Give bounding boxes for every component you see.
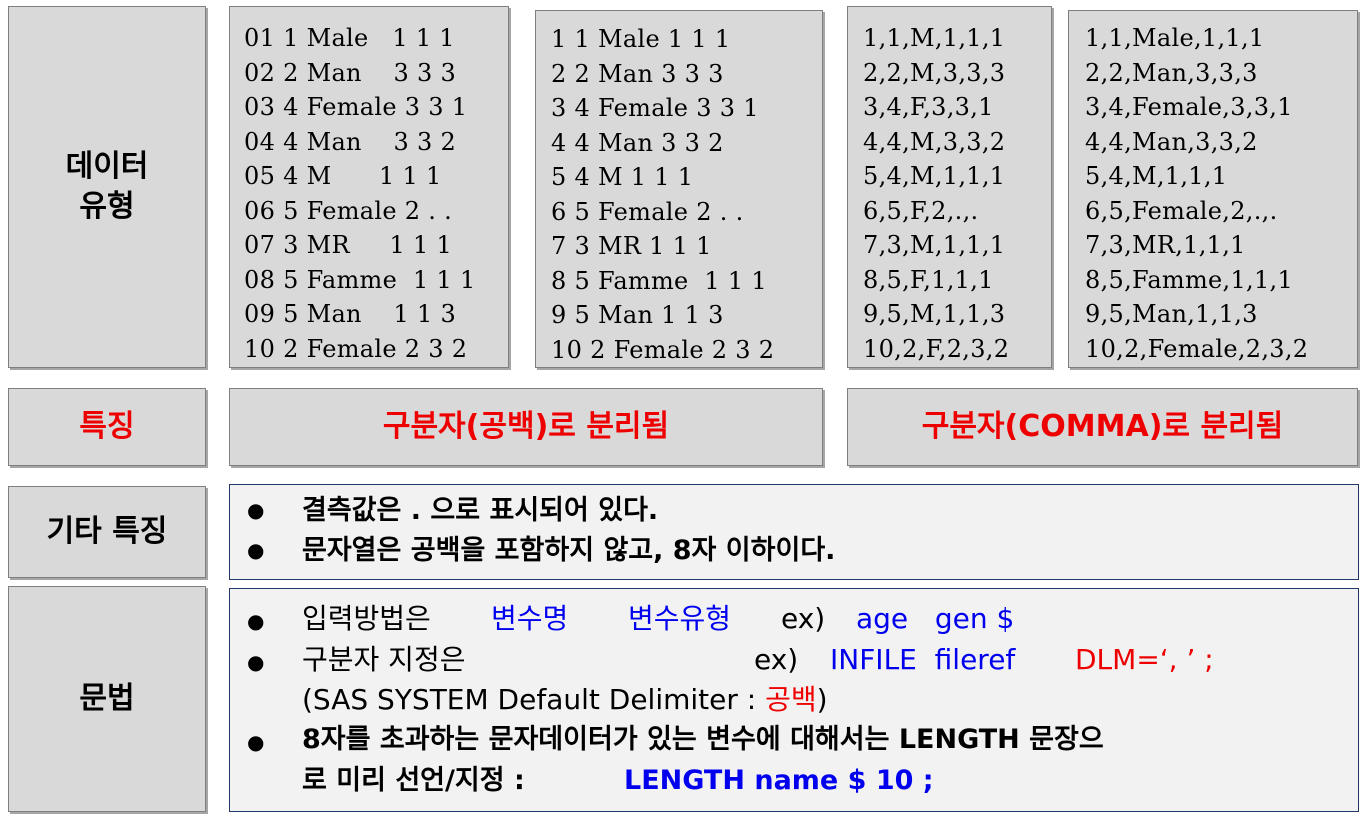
data-row: 2 2 Man 3 3 3 [551, 59, 724, 88]
label-feature-text: 특징 [79, 409, 135, 444]
feature-space-delimited: 구분자(공백)로 분리됨 [229, 388, 823, 466]
data-row: 02 2 Man 3 3 3 [244, 58, 457, 87]
data-row: 10 2 Female 2 3 2 [551, 335, 775, 364]
label-data-type-line1: 데이터 [65, 149, 149, 184]
data-row: 2,2,M,3,3,3 [863, 58, 1006, 87]
data-row: 3,4,Female,3,3,1 [1085, 93, 1293, 121]
missing-value-note: 결측값은 . 으로 표시되어 있다. [302, 495, 659, 526]
delimiter-spec-text: 구분자 지정은 [302, 643, 466, 676]
data-row: 2,2,Man,3,3,3 [1085, 58, 1258, 87]
data-row: 10 2 Female 2 3 2 [244, 334, 468, 363]
data-row: 9,5,M,1,1,3 [863, 300, 1006, 328]
label-feature: 특징 [8, 388, 206, 466]
default-delimiter-open: (SAS SYSTEM Default Delimiter : [302, 683, 757, 716]
data-row: 8,5,Famme,1,1,1 [1085, 265, 1294, 294]
input-example-code: age gen $ [856, 602, 1015, 635]
example-label: ex) [754, 643, 799, 676]
data-row: 3 4 Female 3 3 1 [551, 94, 759, 122]
infile-example-code: INFILE fileref [830, 643, 1016, 676]
syntax-panel: ● 입력방법은 변수명 변수유형 ex) age gen $ ● 구분자 지정은… [229, 588, 1359, 812]
data-row: 10,2,Female,2,3,2 [1085, 334, 1309, 363]
data-block-comma-short: 1,1,M,1,1,1 2,2,M,3,3,3 3,4,F,3,3,1 4,4,M,3… [847, 6, 1052, 368]
data-row: 9 5 Man 1 1 3 [551, 301, 724, 329]
bullet-icon: ● [247, 538, 265, 562]
label-other-feature-text: 기타 특징 [46, 514, 168, 549]
data-row: 8,5,F,1,1,1 [863, 265, 994, 294]
data-row: 5,4,M,1,1,1 [863, 162, 1006, 190]
data-row: 06 5 Female 2 . . [244, 196, 453, 225]
bullet-icon: ● [247, 498, 265, 522]
feature-comma-text: 구분자(COMMA)로 분리됨 [921, 409, 1284, 444]
label-syntax-text: 문법 [79, 681, 135, 716]
data-row: 3,4,F,3,3,1 [863, 93, 994, 121]
data-row: 4,4,M,3,3,2 [863, 127, 1006, 156]
data-row: 04 4 Man 3 3 2 [244, 127, 457, 156]
data-block-fixed-column: 01 1 Male 1 1 1 02 2 Man 3 3 3 03 4 Female… [229, 6, 509, 368]
data-row: 6 5 Female 2 . . [551, 197, 744, 226]
input-method-text: 입력방법은 [302, 602, 431, 635]
data-row: 8 5 Famme 1 1 1 [551, 266, 767, 295]
data-row: 01 1 Male 1 1 1 [244, 24, 455, 52]
variable-type-text: 변수유형 [628, 602, 732, 635]
data-row: 08 5 Famme 1 1 1 [244, 265, 476, 294]
other-feature-panel: ● 결측값은 . 으로 표시되어 있다. ● 문자열은 공백을 포함하지 않고,… [229, 484, 1359, 580]
string-note: 문자열은 공백을 포함하지 않고, 8자 이하이다. [302, 535, 836, 566]
default-delimiter-text: (SAS SYSTEM Default Delimiter : 공백) [302, 683, 828, 717]
feature-comma-delimited: 구분자(COMMA)로 분리됨 [847, 388, 1358, 466]
data-row: 1,1,Male,1,1,1 [1085, 24, 1265, 52]
length-statement-text: 8자를 초과하는 문자데이터가 있는 변수에 대해서는 LENGTH 문장으 [302, 724, 1104, 755]
data-row: 5 4 M 1 1 1 [551, 163, 694, 191]
bullet-icon: ● [247, 650, 265, 674]
data-row: 03 4 Female 3 3 1 [244, 93, 468, 121]
default-delimiter-close: ) [816, 683, 828, 716]
data-row: 6,5,Female,2,.,. [1085, 196, 1278, 225]
dlm-example-code: DLM=‘, ’ ; [1075, 643, 1214, 676]
label-other-feature: 기타 특징 [8, 486, 206, 578]
data-block-space-delimited: 1 1 Male 1 1 1 2 2 Man 3 3 3 3 4 Female 3 … [535, 10, 823, 368]
length-example-code: LENGTH name $ 10 ; [624, 765, 934, 796]
data-row: 7,3,M,1,1,1 [863, 231, 1006, 259]
data-row: 6,5,F,2,.,. [863, 196, 979, 225]
data-row: 1,1,M,1,1,1 [863, 24, 1006, 52]
bullet-icon: ● [247, 609, 265, 633]
label-data-type-line2: 유형 [79, 189, 135, 224]
data-row: 07 3 MR 1 1 1 [244, 231, 453, 259]
data-row: 5,4,M,1,1,1 [1085, 162, 1228, 190]
data-row: 4 4 Man 3 3 2 [551, 128, 724, 157]
label-syntax: 문법 [8, 586, 206, 812]
feature-space-text: 구분자(공백)로 분리됨 [382, 409, 670, 444]
example-label: ex) [781, 602, 826, 635]
data-row: 7 3 MR 1 1 1 [551, 232, 712, 260]
default-delimiter-value: 공백 [765, 683, 817, 716]
data-row: 4,4,Man,3,3,2 [1085, 127, 1258, 156]
data-row: 05 4 M 1 1 1 [244, 162, 442, 190]
variable-name-text: 변수명 [491, 602, 569, 635]
data-block-comma-full: 1,1,Male,1,1,1 2,2,Man,3,3,3 3,4,Female,3,… [1068, 10, 1358, 368]
bullet-icon: ● [247, 730, 265, 754]
data-row: 09 5 Man 1 1 3 [244, 300, 457, 328]
data-row: 7,3,MR,1,1,1 [1085, 231, 1246, 259]
data-row: 10,2,F,2,3,2 [863, 334, 1010, 363]
data-row: 1 1 Male 1 1 1 [551, 25, 731, 53]
data-row: 9,5,Man,1,1,3 [1085, 300, 1258, 328]
length-declare-text: 로 미리 선언/지정 : [302, 765, 525, 796]
